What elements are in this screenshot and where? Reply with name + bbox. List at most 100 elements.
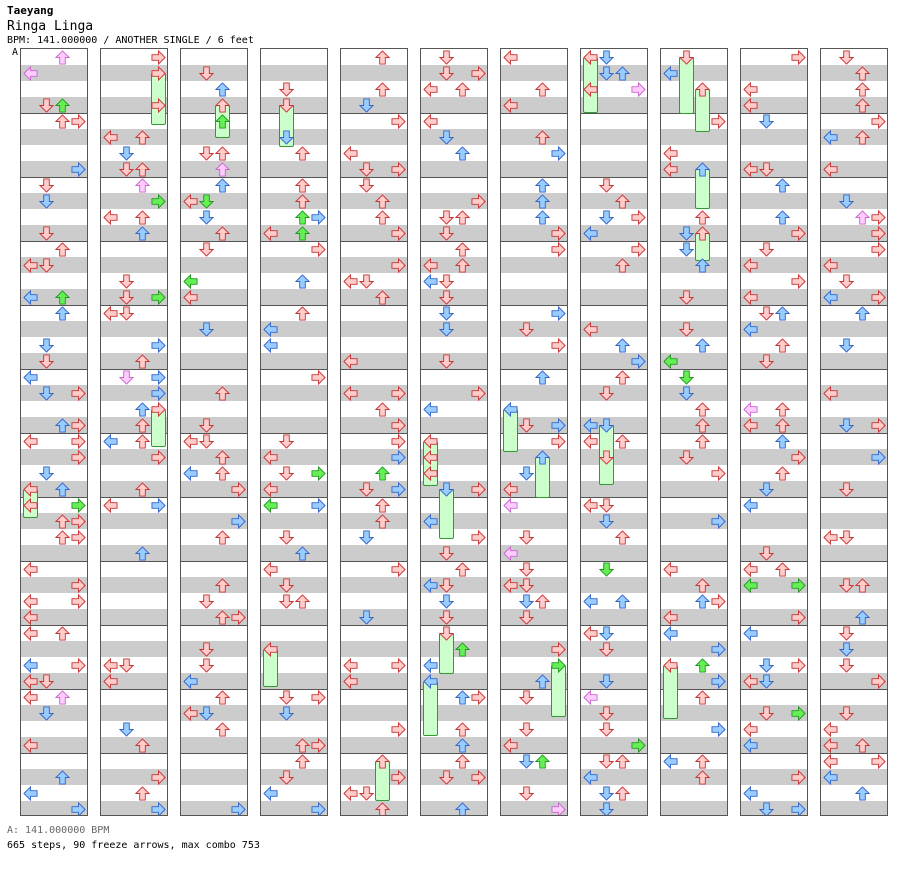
right-step-arrow-icon <box>711 514 726 529</box>
chart-column <box>740 48 808 816</box>
measure-divider <box>421 625 487 626</box>
measure-divider <box>581 497 647 498</box>
down-step-arrow-icon <box>599 706 614 721</box>
left-step-arrow-icon <box>343 658 358 673</box>
up-step-arrow-icon <box>535 210 550 225</box>
measure-divider <box>741 497 807 498</box>
measure-divider <box>661 305 727 306</box>
down-step-arrow-icon <box>759 658 774 673</box>
up-step-arrow-icon <box>855 738 870 753</box>
down-step-arrow-icon <box>839 482 854 497</box>
right-step-arrow-icon <box>471 770 486 785</box>
down-step-arrow-icon <box>599 674 614 689</box>
right-step-arrow-icon <box>311 738 326 753</box>
bpm-section-marker: A <box>12 47 19 58</box>
measure-divider <box>341 433 407 434</box>
up-step-arrow-icon <box>855 786 870 801</box>
right-step-arrow-icon <box>71 578 86 593</box>
left-step-arrow-icon <box>743 786 758 801</box>
up-step-arrow-icon <box>295 754 310 769</box>
right-step-arrow-icon <box>871 674 886 689</box>
chart-column <box>820 48 888 816</box>
up-step-arrow-icon <box>615 786 630 801</box>
left-step-arrow-icon <box>423 402 438 417</box>
freeze-arrow-tail <box>423 681 438 736</box>
up-step-arrow-icon <box>455 690 470 705</box>
measure-divider <box>661 241 727 242</box>
up-step-arrow-icon <box>775 210 790 225</box>
up-step-arrow-icon <box>695 82 710 97</box>
down-step-arrow-icon <box>599 642 614 657</box>
down-step-arrow-icon <box>439 66 454 81</box>
up-step-arrow-icon <box>455 562 470 577</box>
measure-divider <box>261 241 327 242</box>
measure-divider <box>581 369 647 370</box>
measure-divider <box>661 177 727 178</box>
measure-divider <box>581 561 647 562</box>
measure-divider <box>181 369 247 370</box>
down-step-arrow-icon <box>279 82 294 97</box>
down-step-arrow-icon <box>279 770 294 785</box>
right-step-arrow-icon <box>71 530 86 545</box>
up-step-arrow-icon <box>215 610 230 625</box>
right-step-arrow-icon <box>871 754 886 769</box>
right-step-arrow-icon <box>711 114 726 129</box>
down-step-arrow-icon <box>599 418 614 433</box>
left-step-arrow-icon <box>343 786 358 801</box>
measure-divider <box>21 433 87 434</box>
measure-divider <box>501 369 567 370</box>
up-step-arrow-icon <box>695 770 710 785</box>
right-step-arrow-icon <box>551 338 566 353</box>
down-step-arrow-icon <box>359 98 374 113</box>
left-step-arrow-icon <box>103 674 118 689</box>
left-step-arrow-icon <box>583 770 598 785</box>
up-step-arrow-icon <box>215 386 230 401</box>
measure-divider <box>101 305 167 306</box>
left-step-arrow-icon <box>823 770 838 785</box>
left-step-arrow-icon <box>103 498 118 513</box>
down-step-arrow-icon <box>39 674 54 689</box>
up-step-arrow-icon <box>695 402 710 417</box>
down-step-arrow-icon <box>599 450 614 465</box>
right-step-arrow-icon <box>871 242 886 257</box>
left-step-arrow-icon <box>663 658 678 673</box>
up-step-arrow-icon <box>135 130 150 145</box>
left-step-arrow-icon <box>423 578 438 593</box>
down-step-arrow-icon <box>839 274 854 289</box>
right-step-arrow-icon <box>311 242 326 257</box>
right-step-arrow-icon <box>551 306 566 321</box>
chart-column <box>580 48 648 816</box>
down-step-arrow-icon <box>279 530 294 545</box>
up-step-arrow-icon <box>135 226 150 241</box>
measure-divider <box>261 113 327 114</box>
left-step-arrow-icon <box>743 258 758 273</box>
left-step-arrow-icon <box>743 98 758 113</box>
down-step-arrow-icon <box>599 498 614 513</box>
up-step-arrow-icon <box>455 82 470 97</box>
up-step-arrow-icon <box>855 130 870 145</box>
down-step-arrow-icon <box>839 530 854 545</box>
left-step-arrow-icon <box>743 418 758 433</box>
measure-divider <box>501 433 567 434</box>
up-step-arrow-icon <box>295 274 310 289</box>
down-step-arrow-icon <box>599 210 614 225</box>
chart-info: BPM: 141.000000 / ANOTHER SINGLE / 6 fee… <box>7 35 254 46</box>
up-step-arrow-icon <box>375 514 390 529</box>
measure-divider <box>181 433 247 434</box>
up-step-arrow-icon <box>135 482 150 497</box>
up-step-arrow-icon <box>455 754 470 769</box>
up-step-arrow-icon <box>215 578 230 593</box>
up-step-arrow-icon <box>375 402 390 417</box>
measure-divider <box>421 305 487 306</box>
measure-divider <box>341 689 407 690</box>
down-step-arrow-icon <box>39 258 54 273</box>
down-step-arrow-icon <box>519 466 534 481</box>
up-step-arrow-icon <box>295 210 310 225</box>
down-step-arrow-icon <box>599 754 614 769</box>
chart-column <box>100 48 168 816</box>
up-step-arrow-icon <box>135 354 150 369</box>
right-step-arrow-icon <box>71 162 86 177</box>
measure-divider <box>741 305 807 306</box>
down-step-arrow-icon <box>679 450 694 465</box>
right-step-arrow-icon <box>311 210 326 225</box>
